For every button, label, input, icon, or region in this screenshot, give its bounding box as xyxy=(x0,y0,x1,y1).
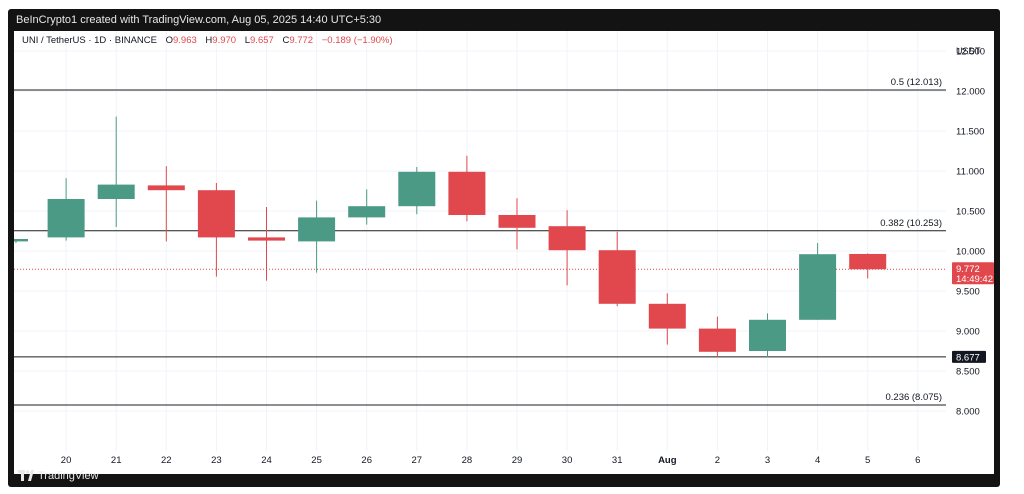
x-tick-label: 3 xyxy=(765,455,770,466)
candle[interactable] xyxy=(398,167,436,215)
x-tick-label: 21 xyxy=(111,455,122,466)
chart-frame: BeInCrypto1 created with TradingView.com… xyxy=(8,9,1000,487)
y-tick-label: 11.500 xyxy=(956,127,984,138)
fib-level-label: 0.236 (8.075) xyxy=(885,392,942,403)
support-price-badge: 8.677 xyxy=(952,350,986,363)
candle[interactable] xyxy=(548,210,586,286)
close-label: C xyxy=(282,35,290,46)
candle-body xyxy=(548,226,586,251)
high-value: 9.970 xyxy=(212,35,237,46)
candle[interactable] xyxy=(799,243,837,320)
candle-body xyxy=(14,239,28,242)
countdown-label: 14:49:42 xyxy=(956,274,993,285)
support-price-badge-bg xyxy=(952,350,986,363)
candle-body xyxy=(298,217,336,242)
symbol-name: UNI / TetherUS · 1D · BINANCE xyxy=(22,35,157,46)
candle[interactable] xyxy=(97,116,135,227)
x-tick-label: 23 xyxy=(211,455,222,466)
tradingview-logo-icon xyxy=(18,470,34,481)
candle[interactable] xyxy=(598,231,636,307)
candle-body xyxy=(799,254,837,320)
candle[interactable] xyxy=(248,207,285,281)
candle-body xyxy=(97,184,135,199)
x-tick-label: 29 xyxy=(512,455,523,466)
candle[interactable] xyxy=(849,253,887,279)
x-tick-label: 6 xyxy=(915,455,920,466)
candle-body xyxy=(197,190,235,238)
tradingview-brand: TradingView xyxy=(38,470,99,482)
fib-level-label: 0.382 (10.253) xyxy=(880,218,942,229)
candle-body xyxy=(398,171,436,207)
current-price-label: 9.772 xyxy=(956,264,980,275)
candle[interactable] xyxy=(197,183,235,277)
fib-level-label: 0.5 (12.013) xyxy=(891,77,942,88)
candle-body xyxy=(849,253,887,270)
candle[interactable] xyxy=(648,293,686,345)
x-tick-label: 22 xyxy=(161,455,172,466)
x-tick-label: 31 xyxy=(612,455,623,466)
low-value: 9.657 xyxy=(250,35,274,46)
low-label: L xyxy=(244,35,251,46)
y-tick-label: 12.000 xyxy=(956,87,985,98)
y-tick-label: 8.000 xyxy=(956,407,980,418)
y-tick-label: 10.000 xyxy=(956,247,985,258)
x-tick-label: Aug xyxy=(658,455,677,466)
candle-body xyxy=(698,328,736,352)
candle[interactable] xyxy=(749,313,786,358)
attribution-text: BeInCrypto1 created with TradingView.com… xyxy=(16,14,382,26)
high-label: H xyxy=(205,35,213,46)
y-tick-label: 8.500 xyxy=(956,367,980,378)
x-tick-label: 5 xyxy=(865,455,870,466)
y-tick-label: 9.500 xyxy=(956,287,980,298)
candle[interactable] xyxy=(147,166,185,242)
x-tick-label: 25 xyxy=(311,455,322,466)
candle-body xyxy=(749,319,786,351)
candlestick-chart[interactable]: 0.5 (12.013)0.382 (10.253)0.236 (8.075) … xyxy=(14,31,994,474)
candle-body xyxy=(598,250,636,304)
x-tick-label: 27 xyxy=(412,455,423,466)
y-tick-label: 11.000 xyxy=(956,167,984,178)
x-tick-label: 26 xyxy=(361,455,372,466)
candle[interactable] xyxy=(298,200,336,273)
footer-bar: TradingView xyxy=(8,465,1000,487)
x-tick-label: 4 xyxy=(815,455,820,466)
y-axis-unit: USDT xyxy=(956,46,981,56)
candle-body xyxy=(248,237,285,241)
candle[interactable] xyxy=(498,198,536,250)
symbol-legend: UNI / TetherUS · 1D · BINANCE O9.963 H9.… xyxy=(22,35,393,46)
candle-body xyxy=(348,206,386,218)
candle-body xyxy=(648,303,686,329)
y-tick-label: 9.000 xyxy=(956,327,980,338)
candle[interactable] xyxy=(14,239,28,243)
candle-body xyxy=(47,199,85,238)
candle[interactable] xyxy=(448,155,486,222)
y-tick-label: 10.500 xyxy=(956,207,985,218)
attribution-bar: BeInCrypto1 created with TradingView.com… xyxy=(8,9,1000,31)
candle-body xyxy=(147,185,185,191)
chart-panel[interactable]: 0.5 (12.013) 0.382 (10.253) 0.236 (8.075) … xyxy=(14,31,994,474)
candle[interactable] xyxy=(47,178,85,241)
close-value: 9.772 xyxy=(289,35,314,46)
open-value: 9.963 xyxy=(173,35,197,46)
y-tick-label: 12.500 xyxy=(956,47,985,58)
change-value: −0.189 (−1.90%) xyxy=(321,35,393,46)
candle-body xyxy=(498,215,536,228)
x-tick-label: 24 xyxy=(261,455,272,466)
x-tick-label: 30 xyxy=(562,455,573,466)
x-tick-label: 2 xyxy=(715,455,720,466)
current-price-badge-bg xyxy=(952,262,994,285)
support-price-label: 8.677 xyxy=(956,352,980,363)
open-label: O xyxy=(165,35,173,46)
candle-body xyxy=(448,171,486,215)
x-tick-label: 20 xyxy=(61,455,72,466)
candle[interactable] xyxy=(698,316,736,358)
candle[interactable] xyxy=(348,189,386,225)
x-tick-label: 28 xyxy=(462,455,473,466)
